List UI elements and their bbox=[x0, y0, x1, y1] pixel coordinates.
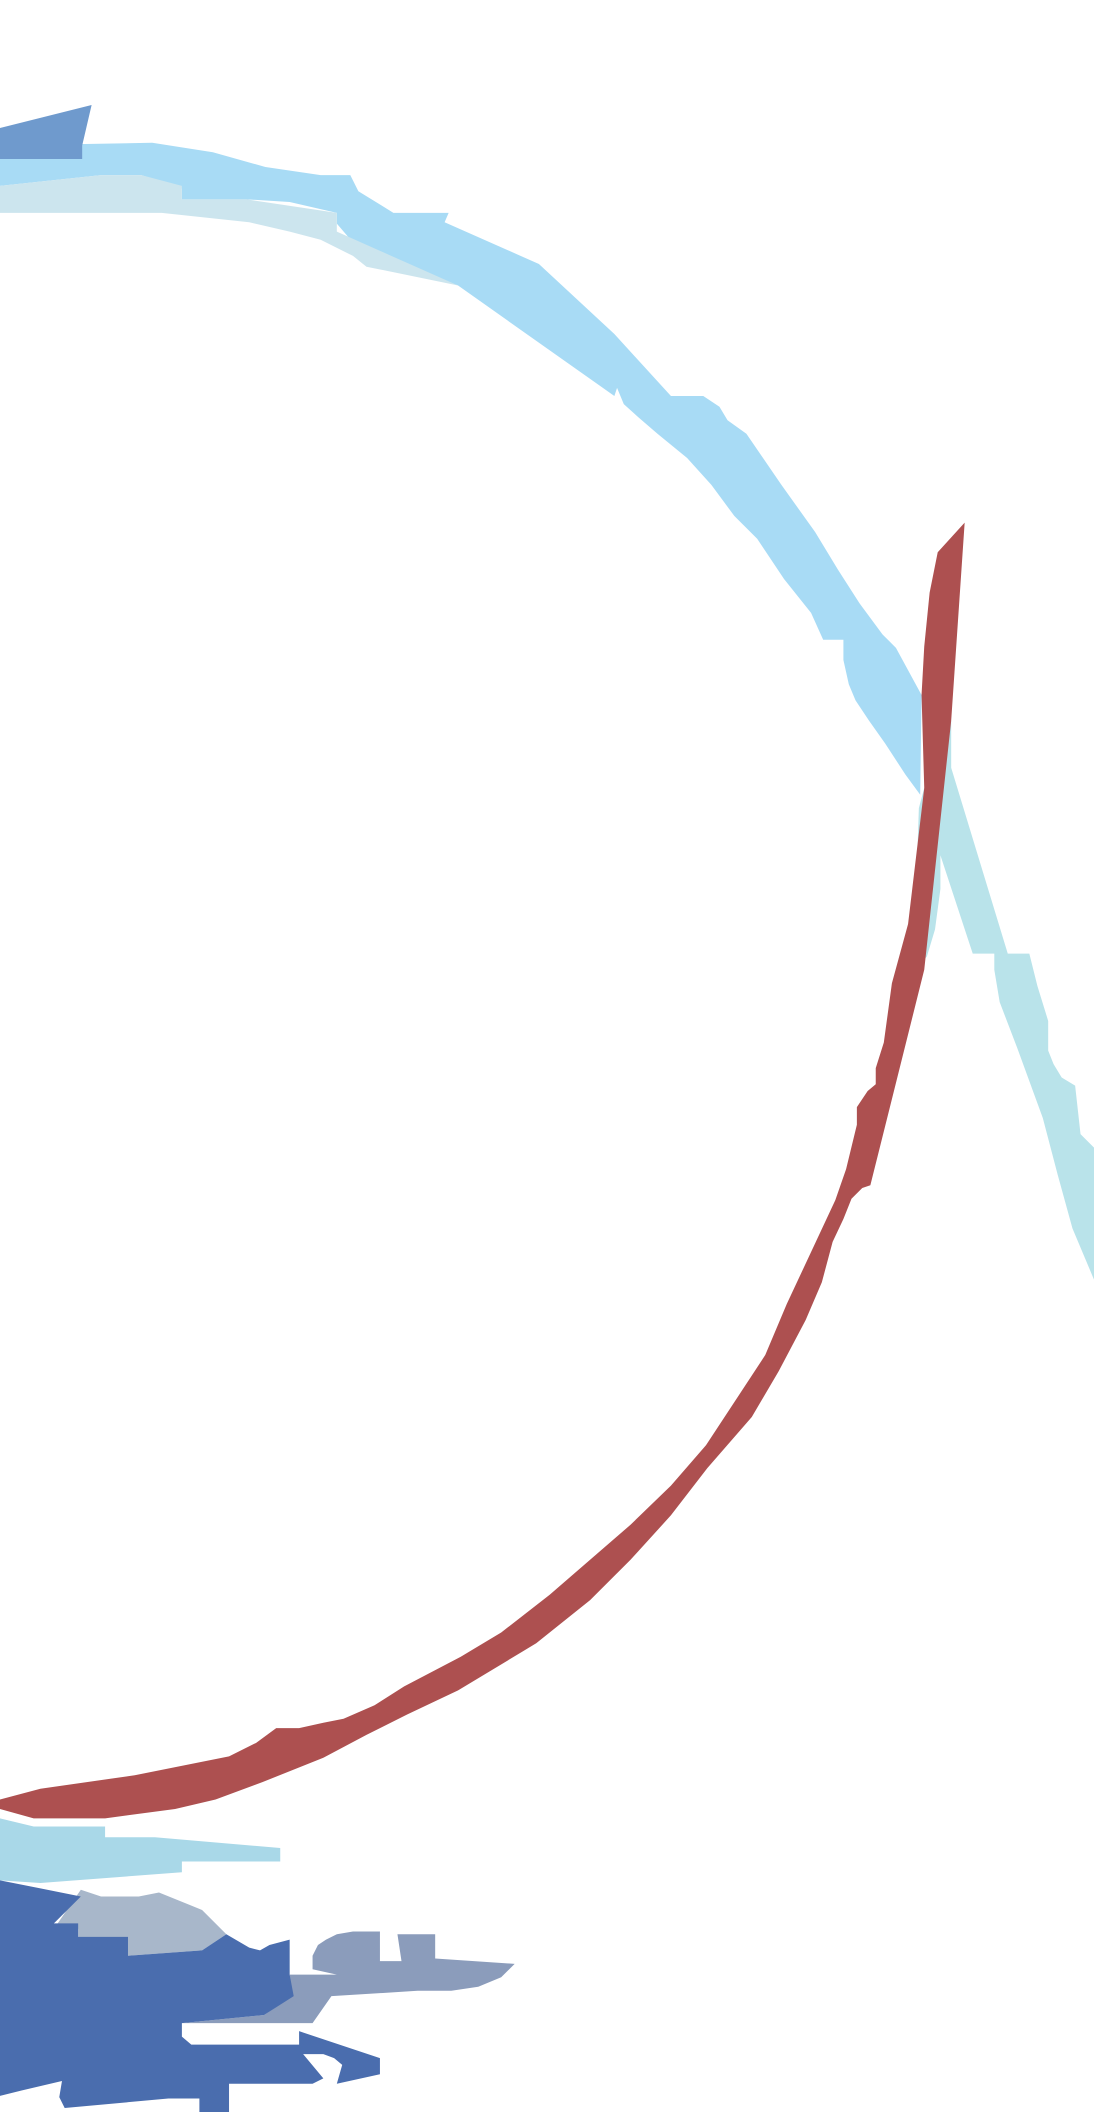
pale-band bbox=[0, 175, 459, 286]
bottom-light-band bbox=[0, 1818, 281, 1884]
light-blue-arc bbox=[0, 142, 922, 795]
slate-blob bbox=[181, 1931, 515, 2024]
cyan-stroke bbox=[913, 720, 1094, 1280]
dark-blue-blob bbox=[0, 1880, 380, 2112]
corner-tab bbox=[0, 105, 92, 159]
